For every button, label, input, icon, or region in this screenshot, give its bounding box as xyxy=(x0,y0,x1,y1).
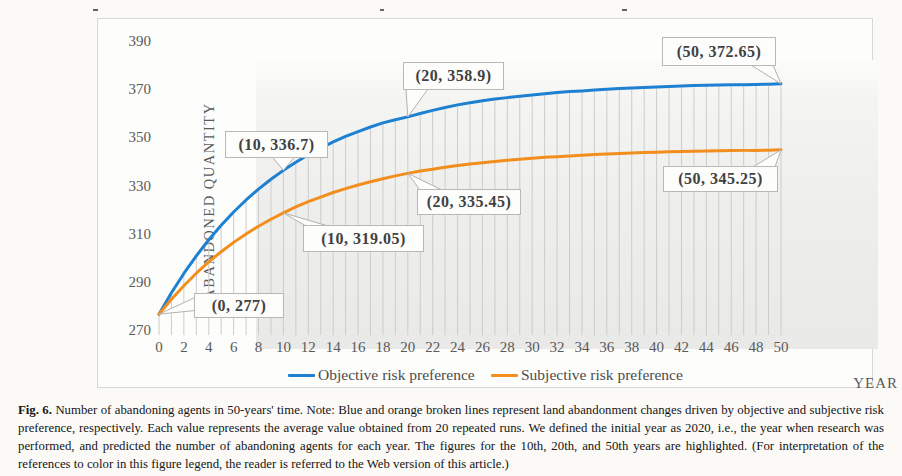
cropped-text-artifact xyxy=(93,9,98,11)
y-tick-label: 290 xyxy=(91,274,151,291)
figure-caption-text: Number of abandoning agents in 50-years'… xyxy=(18,403,884,471)
x-tick-label: 50 xyxy=(761,339,801,356)
callout-label: (10, 336.7) xyxy=(225,131,328,158)
x-axis-title: YEAR xyxy=(838,375,898,392)
y-tick-label: 350 xyxy=(91,129,151,146)
callout-label: (20, 335.45) xyxy=(417,189,521,215)
callout-label: (50, 345.25) xyxy=(663,166,778,192)
legend-label-subjective: Subjective risk preference xyxy=(521,366,683,384)
y-tick-label: 310 xyxy=(91,226,151,243)
callout-leader xyxy=(159,298,195,315)
subjective-line-swatch xyxy=(491,374,518,377)
y-tick-label: 270 xyxy=(91,322,151,339)
y-tick-label: 330 xyxy=(91,178,151,195)
callout-label: (50, 372.65) xyxy=(662,37,776,66)
callout-label: (20, 358.9) xyxy=(403,62,504,90)
chart-figure: ABANDONED QUANTITY YEAR 2702903103303503… xyxy=(97,18,873,388)
figure-caption: Fig. 6. Number of abandoning agents in 5… xyxy=(18,401,884,473)
plot-area xyxy=(256,60,878,349)
objective-line-swatch xyxy=(288,374,315,377)
y-tick-label: 370 xyxy=(91,81,151,98)
callout-label: (10, 319.05) xyxy=(303,225,424,252)
y-tick-label: 390 xyxy=(91,33,151,50)
legend-label-objective: Objective risk preference xyxy=(318,366,475,384)
cropped-text-artifact xyxy=(380,9,384,11)
cropped-text-artifact xyxy=(622,9,627,11)
figure-caption-label: Fig. 6. xyxy=(18,403,52,417)
figure-page: ABANDONED QUANTITY YEAR 2702903103303503… xyxy=(0,0,902,476)
callout-label: (0, 277) xyxy=(194,293,284,318)
